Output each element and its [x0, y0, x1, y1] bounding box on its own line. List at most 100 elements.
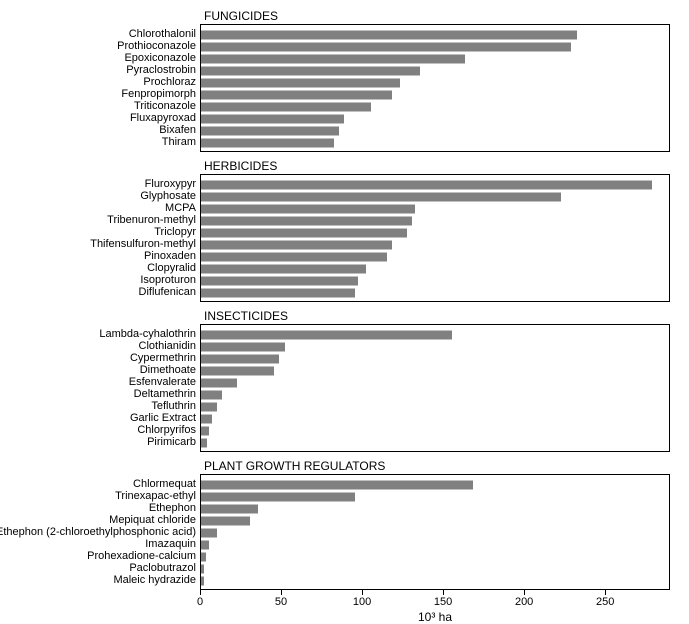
bar [201, 79, 400, 88]
figure: FUNGICIDESChlorothalonilProthioconazoleE… [0, 0, 689, 610]
y-axis-label: Dimethoate [140, 364, 200, 376]
panel-title: INSECTICIDES [204, 309, 288, 323]
bar [201, 541, 209, 550]
bar [201, 253, 387, 262]
y-axis-label: Prothioconazole [117, 40, 200, 52]
x-tick-label: 250 [596, 596, 614, 608]
chart-panel: HERBICIDESFluroxypyrGlyphosateMCPATriben… [200, 174, 670, 302]
panel-title: FUNGICIDES [204, 9, 278, 23]
y-axis-label: Chlorothalonil [129, 28, 200, 40]
bar [201, 217, 412, 226]
y-axis-label: Mepiquat chloride [109, 514, 200, 526]
y-axis-label: Fluxapyroxad [130, 112, 200, 124]
y-axis-label: Trinexapac-ethyl [115, 490, 200, 502]
bar [201, 31, 577, 40]
x-tick [443, 590, 444, 595]
bar [201, 103, 371, 112]
bar [201, 115, 344, 124]
y-axis-label: Epoxiconazole [124, 52, 200, 64]
bar [201, 277, 358, 286]
bar [201, 139, 334, 148]
bar [201, 439, 207, 448]
chart-panel: FUNGICIDESChlorothalonilProthioconazoleE… [200, 24, 670, 152]
bar [201, 415, 212, 424]
y-axis-label: Chlormequat [133, 478, 200, 490]
y-axis-label: Pyraclostrobin [126, 64, 200, 76]
y-axis-label: Fenpropimorph [121, 88, 200, 100]
y-axis-label: Diflufenican [139, 286, 200, 298]
bar [201, 331, 452, 340]
bar [201, 379, 237, 388]
chart-panel: PLANT GROWTH REGULATORSChlormequatTrinex… [200, 474, 670, 590]
x-tick [524, 590, 525, 595]
bar [201, 505, 258, 514]
y-axis-label: Maleic hydrazide [113, 574, 200, 586]
y-axis-label: Thifensulfuron-methyl [90, 238, 200, 250]
y-axis-label: Pinoxaden [144, 250, 200, 262]
bar [201, 403, 217, 412]
y-axis-label: Ethephon [149, 502, 200, 514]
y-axis-label: Fluroxypyr [145, 178, 200, 190]
bar [201, 553, 206, 562]
y-axis-label: Pirimicarb [147, 436, 200, 448]
bar [201, 55, 465, 64]
panel-title: HERBICIDES [204, 159, 277, 173]
bar [201, 91, 392, 100]
plot-area [200, 24, 670, 152]
bar [201, 367, 274, 376]
chart-panel: INSECTICIDESLambda-cyhalothrinClothianid… [200, 324, 670, 452]
bar [201, 43, 571, 52]
bar [201, 343, 285, 352]
y-axis-label: Glyphosate [140, 190, 200, 202]
bar [201, 289, 355, 298]
y-axis-label: Cypermethrin [130, 352, 200, 364]
bar [201, 577, 204, 586]
y-axis-label: Prohexadione-calcium [87, 550, 200, 562]
x-tick [281, 590, 282, 595]
y-axis-label: Deltamethrin [134, 388, 200, 400]
y-axis-label: Prochloraz [143, 76, 200, 88]
bar [201, 355, 279, 364]
bar [201, 493, 355, 502]
y-axis-label: Garlic Extract [130, 412, 200, 424]
panel-title: PLANT GROWTH REGULATORS [204, 459, 385, 473]
x-tick-label: 100 [353, 596, 371, 608]
bar [201, 193, 561, 202]
bar [201, 265, 366, 274]
y-axis-label: Bixafen [159, 124, 200, 136]
bar [201, 241, 392, 250]
x-tick [200, 590, 201, 595]
y-axis-label: MCPA [165, 202, 200, 214]
y-axis-label: Thiram [162, 136, 200, 148]
y-axis-label: Triclopyr [154, 226, 200, 238]
bar [201, 517, 250, 526]
x-tick-label: 50 [275, 596, 287, 608]
y-axis-label: Chlorpyrifos [137, 424, 200, 436]
bar [201, 529, 217, 538]
x-tick [362, 590, 363, 595]
bar [201, 205, 415, 214]
y-axis-label: Tefluthrin [151, 400, 200, 412]
x-tick [605, 590, 606, 595]
y-axis-label: Tribenuron-methyl [107, 214, 200, 226]
y-axis-label: Clothianidin [139, 340, 200, 352]
y-axis-label: Paclobutrazol [129, 562, 200, 574]
x-tick-label: 0 [197, 596, 203, 608]
plot-area [200, 474, 670, 590]
x-tick-label: 200 [515, 596, 533, 608]
y-axis-label: Ethephon (2-chloroethylphosphonic acid) [0, 526, 200, 538]
bar [201, 181, 652, 190]
bar [201, 67, 420, 76]
x-axis-label: 10³ ha [418, 610, 452, 624]
bar [201, 481, 473, 490]
y-axis-label: Lambda-cyhalothrin [99, 328, 200, 340]
bar [201, 427, 209, 436]
plot-area [200, 324, 670, 452]
bar [201, 229, 407, 238]
y-axis-label: Clopyralid [147, 262, 200, 274]
y-axis-label: Triticonazole [134, 100, 200, 112]
bar [201, 565, 204, 574]
x-tick-label: 150 [434, 596, 452, 608]
y-axis-label: Imazaquin [145, 538, 200, 550]
plot-area [200, 174, 670, 302]
